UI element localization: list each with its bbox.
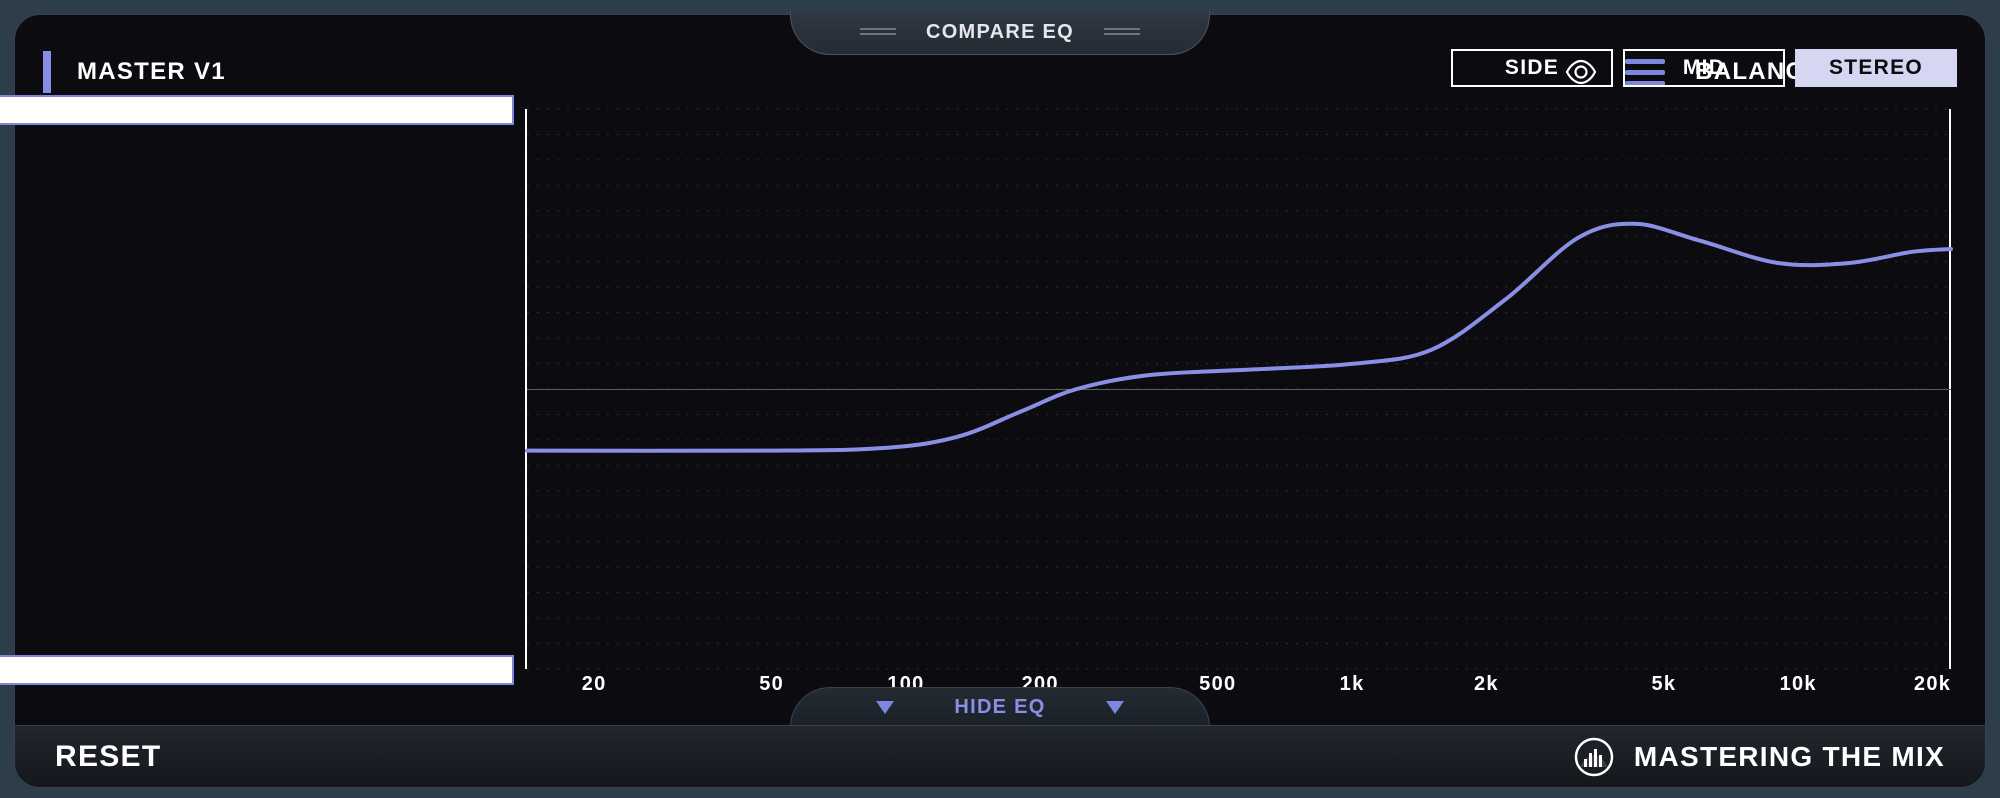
channel-mode-group: SIDE MID STEREO xyxy=(1451,49,1957,87)
eq-panel: COMPARE EQ MASTER V1 BALANCED MASTER SID… xyxy=(14,14,1986,788)
grip-icon xyxy=(1104,28,1140,38)
chevron-down-icon xyxy=(876,701,894,714)
mode-button-stereo[interactable]: STEREO xyxy=(1795,49,1957,87)
x-axis-tick: 2k xyxy=(1474,673,1499,696)
y-axis-tick: 0 dB xyxy=(0,379,514,401)
footer-bar: RESET MASTERING THE MIX xyxy=(15,725,1985,787)
x-axis-tick: 500 xyxy=(1199,673,1236,696)
hide-eq-label: HIDE EQ xyxy=(954,696,1045,719)
x-axis-tick: 5k xyxy=(1652,673,1677,696)
compare-eq-label: COMPARE EQ xyxy=(926,21,1074,44)
track-name[interactable]: MASTER V1 xyxy=(77,58,226,86)
chevron-down-icon xyxy=(1106,701,1124,714)
mode-button-side[interactable]: SIDE xyxy=(1451,49,1613,87)
hide-eq-tab[interactable]: HIDE EQ xyxy=(790,687,1210,727)
brand: MASTERING THE MIX xyxy=(1574,737,1945,777)
brand-logo-icon xyxy=(1574,737,1614,777)
x-axis-tick: 50 xyxy=(759,673,784,696)
x-axis-tick: 1k xyxy=(1340,673,1365,696)
y-axis-tick: -10 xyxy=(0,655,514,685)
reset-button[interactable]: RESET xyxy=(55,740,161,774)
track-color-marker xyxy=(43,51,51,93)
grip-icon xyxy=(860,28,896,38)
brand-label: MASTERING THE MIX xyxy=(1634,741,1945,773)
x-axis-tick: 10k xyxy=(1780,673,1817,696)
x-axis-tick: 20 xyxy=(582,673,607,696)
eq-plot-area[interactable] xyxy=(525,109,1951,669)
eq-chart[interactable] xyxy=(525,109,1951,669)
y-axis-tick: +10 xyxy=(0,95,514,125)
x-axis-tick: 20k xyxy=(1914,673,1951,696)
mode-button-mid[interactable]: MID xyxy=(1623,49,1785,87)
eq-curve[interactable] xyxy=(527,109,1951,669)
